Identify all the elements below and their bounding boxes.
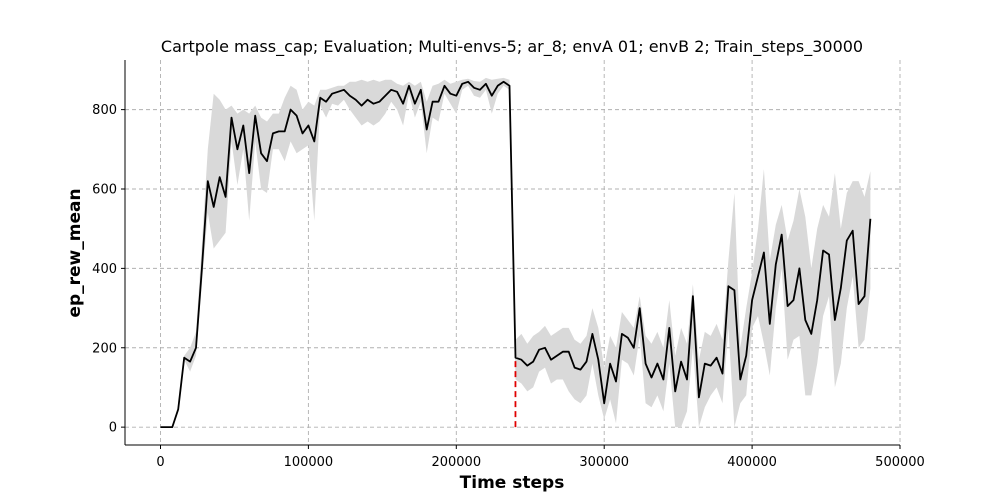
y-tick-label: 0 (109, 421, 117, 436)
axes-spines (124, 60, 900, 446)
x-tick-label: 400000 (727, 455, 777, 470)
confidence-band-layer (160, 77, 871, 428)
y-tick-label: 400 (92, 262, 117, 277)
y-tick-label: 600 (92, 182, 117, 197)
x-tick-label: 0 (156, 455, 164, 470)
y-tick-label: 800 (92, 103, 117, 118)
y-axis-label: ep_rew_mean (65, 188, 85, 317)
x-tick-label: 100000 (284, 455, 334, 470)
x-tick-label: 300000 (579, 455, 629, 470)
x-ticks: 0 100000 200000 300000 400000 500000 (156, 445, 925, 470)
series-line-layer (160, 80, 872, 429)
x-tick-label: 200000 (431, 455, 481, 470)
y-tick-label: 200 (92, 341, 117, 356)
series-line (160, 80, 872, 429)
chart-title: Cartpole mass_cap; Evaluation; Multi-env… (161, 37, 863, 57)
confidence-band (160, 77, 871, 428)
x-axis-label: Time steps (460, 473, 565, 493)
y-ticks: 0 200 400 600 800 (92, 103, 125, 436)
x-tick-label: 500000 (875, 455, 925, 470)
gridlines (125, 60, 901, 445)
